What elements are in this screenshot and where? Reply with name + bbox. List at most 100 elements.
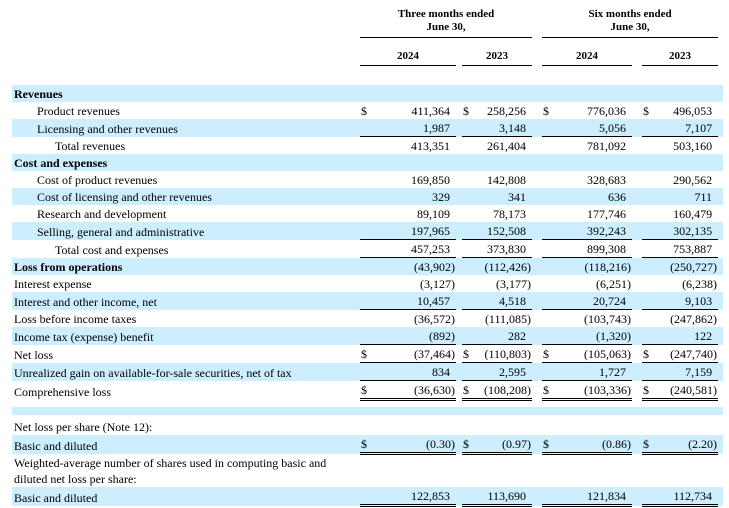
gutter	[632, 418, 642, 435]
row-label: Income tax (expense) benefit	[12, 327, 360, 345]
dollar-sign	[462, 362, 476, 381]
gutter	[632, 119, 643, 137]
spacer-cell	[12, 407, 724, 415]
table-row: Product revenues $411,364 $258,256 $776,036…	[12, 102, 723, 119]
table-row: Basic and diluted $ (0.30) $ (0.97) $ (0.86) $(…	[12, 435, 724, 455]
row-label: Comprehensive loss	[14, 384, 111, 399]
gutter	[532, 171, 542, 188]
gutter	[632, 154, 643, 171]
gutter	[532, 137, 542, 155]
table-row: Revenues	[12, 85, 724, 102]
row-label: Cost of product revenues	[37, 173, 158, 187]
value-cell: (3,127)	[420, 277, 455, 291]
value-cell: 781,092	[587, 139, 627, 153]
value-cell: 112,734	[656, 487, 719, 507]
row-label: Cost and expenses	[12, 154, 360, 171]
gutter	[532, 327, 543, 345]
value-cell: 302,135	[656, 222, 719, 240]
dollar-sign	[360, 239, 374, 258]
value-cell	[556, 454, 632, 488]
gutter	[456, 85, 462, 102]
gutter	[532, 362, 543, 381]
value-cell: 169,850	[411, 173, 450, 187]
table-row: Unrealized gain on available-for-sale se…	[12, 362, 724, 381]
value-cell: (3,177)	[496, 277, 532, 291]
value-cell: 392,243	[556, 222, 633, 240]
value-cell: 20,724	[556, 292, 633, 310]
period-header: Six months ended June 30,	[542, 8, 719, 38]
gutter	[632, 188, 643, 205]
dollar-sign: $	[360, 380, 374, 401]
value-cell: (110,803)	[476, 344, 533, 363]
spacer-row	[12, 400, 723, 408]
value-cell: (36,630)	[374, 380, 456, 401]
dollar-sign	[542, 171, 556, 188]
value-cell: 122,853	[374, 487, 456, 507]
value-cell: (108,208)	[476, 380, 533, 401]
header-spacer-row	[12, 38, 723, 49]
table-row: Loss before income taxes (36,572) (111,085…	[12, 310, 723, 328]
value-cell: 5,056	[556, 119, 633, 137]
spacer-row	[12, 407, 724, 415]
dollar-sign: $	[642, 435, 657, 455]
dollar-sign: $	[542, 344, 557, 363]
row-label: Basic and diluted	[12, 435, 360, 454]
row-end-pad	[718, 205, 723, 222]
value-cell: (6,251)	[596, 277, 632, 291]
dollar-sign	[542, 119, 557, 137]
value-cell: 122	[656, 327, 719, 345]
value-cell: (36,572)	[414, 312, 455, 326]
year-header: 2024	[542, 48, 633, 66]
dollar-sign: $	[643, 104, 650, 118]
row-label: Basic and diluted	[12, 487, 360, 506]
value-cell: 282	[476, 327, 533, 345]
value-cell: (247,740)	[656, 344, 719, 363]
value-cell: 711	[656, 188, 719, 205]
table-row: Total cost and expenses 457,253 373,830 899…	[12, 239, 723, 258]
value-cell: 177,746	[587, 207, 627, 221]
dollar-sign	[360, 292, 374, 310]
value-cell: 9,103	[656, 292, 719, 310]
row-label: Research and development	[37, 207, 167, 221]
row-end-pad	[718, 418, 723, 435]
row-end-pad	[718, 222, 724, 240]
row-label: Product revenues	[37, 104, 120, 118]
gutter	[632, 345, 642, 363]
table-row: Net loss $ (37,464) $ (110,803) $ (105,063) $ (2…	[12, 344, 723, 363]
value-cell: (892)	[374, 327, 456, 345]
value-cell: 503,160	[673, 139, 713, 153]
gutter	[532, 418, 542, 435]
spacer-cell	[12, 38, 723, 49]
value-cell	[476, 154, 533, 171]
dollar-sign	[542, 362, 557, 381]
gutter	[632, 381, 642, 400]
gutter	[456, 292, 462, 310]
gutter	[456, 154, 462, 171]
value-cell: (111,085)	[484, 312, 532, 326]
value-cell: 373,830	[476, 239, 533, 258]
gutter	[632, 292, 643, 310]
value-cell: 290,562	[673, 173, 713, 187]
gutter	[532, 119, 543, 137]
row-end-pad	[718, 454, 723, 488]
gutter	[718, 48, 723, 66]
dollar-sign	[642, 418, 656, 435]
gutter	[632, 275, 642, 292]
corner-spacer	[12, 48, 360, 66]
dollar-sign: $	[462, 435, 476, 455]
dollar-sign	[642, 119, 657, 137]
table-row: Total revenues 413,351 261,404 781,092 503,1…	[12, 137, 723, 155]
gutter	[532, 48, 542, 66]
dollar-sign	[642, 275, 656, 292]
gutter	[632, 454, 642, 488]
period-header: Three months ended June 30,	[360, 8, 533, 38]
gutter	[532, 381, 542, 400]
years-row: 2024 2023 2024 2023	[12, 48, 723, 66]
table-row: Comprehensive loss $ (36,630) $ (108,208) $ (1…	[12, 380, 723, 401]
gutter	[456, 188, 462, 205]
value-cell	[556, 418, 632, 435]
dollar-sign	[642, 487, 657, 507]
gutter	[632, 137, 642, 155]
row-end-pad	[718, 275, 723, 292]
dollar-sign	[360, 275, 374, 292]
